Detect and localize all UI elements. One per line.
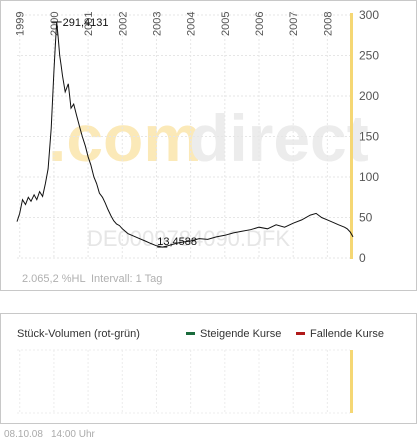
legend-rising-label: Steigende Kurse xyxy=(200,328,282,340)
y-tick-label: 0 xyxy=(359,251,366,265)
watermark-dot-com: .com xyxy=(48,101,202,175)
y-tick-label: 250 xyxy=(359,49,379,63)
y-tick-label: 100 xyxy=(359,170,379,184)
footer-date: 08.10.08 xyxy=(4,429,43,440)
y-tick-label: 200 xyxy=(359,89,379,103)
legend-falling-swatch xyxy=(296,331,305,335)
interval-label: Intervall: 1 Tag xyxy=(91,273,162,285)
x-tick-label: 2008 xyxy=(322,12,334,36)
x-tick-label: 2004 xyxy=(186,12,198,36)
performance-label: 2.065,2 %HL xyxy=(22,273,86,285)
footer-time: 14:00 Uhr xyxy=(50,429,95,440)
volume-title: Stück-Volumen (rot-grün) xyxy=(17,328,140,340)
volume-chart-panel: Stück-Volumen (rot-grün) Steigende Kurse… xyxy=(0,313,417,424)
instrument-id-watermark: DE0009784090.DFK xyxy=(87,226,290,251)
y-tick-label: 300 xyxy=(359,8,379,22)
price-axis-bar xyxy=(350,13,353,259)
y-tick-label: 50 xyxy=(359,211,373,225)
price-chart-panel: .com direct 0 50 100 150 200 250 300 1999 2000 2… xyxy=(0,0,417,291)
x-tick-label: 2000 xyxy=(49,12,61,36)
max-value-label: 291,4131 xyxy=(63,17,109,29)
x-tick-label: 2002 xyxy=(117,12,129,36)
footer-timestamp: 08.10.08 14:00 Uhr xyxy=(4,429,103,440)
x-tick-label: 2003 xyxy=(151,12,163,36)
volume-chart xyxy=(17,349,353,414)
x-tick-label: 2007 xyxy=(288,12,300,36)
volume-axis-bar xyxy=(350,350,353,413)
x-tick-label: 2001 xyxy=(83,12,95,36)
legend-rising-swatch xyxy=(186,331,195,335)
min-value-label: 13,4588 xyxy=(157,236,197,248)
legend-rising: Steigende Kurse xyxy=(186,328,281,340)
x-tick-label: 2005 xyxy=(220,12,232,36)
legend-falling-label: Fallende Kurse xyxy=(310,328,384,340)
y-tick-label: 150 xyxy=(359,130,379,144)
x-tick-label: 2006 xyxy=(254,12,266,36)
x-tick-label: 1999 xyxy=(15,12,27,36)
price-line xyxy=(16,21,354,248)
watermark-direct: direct xyxy=(189,101,369,175)
legend-falling: Fallende Kurse xyxy=(296,328,384,340)
